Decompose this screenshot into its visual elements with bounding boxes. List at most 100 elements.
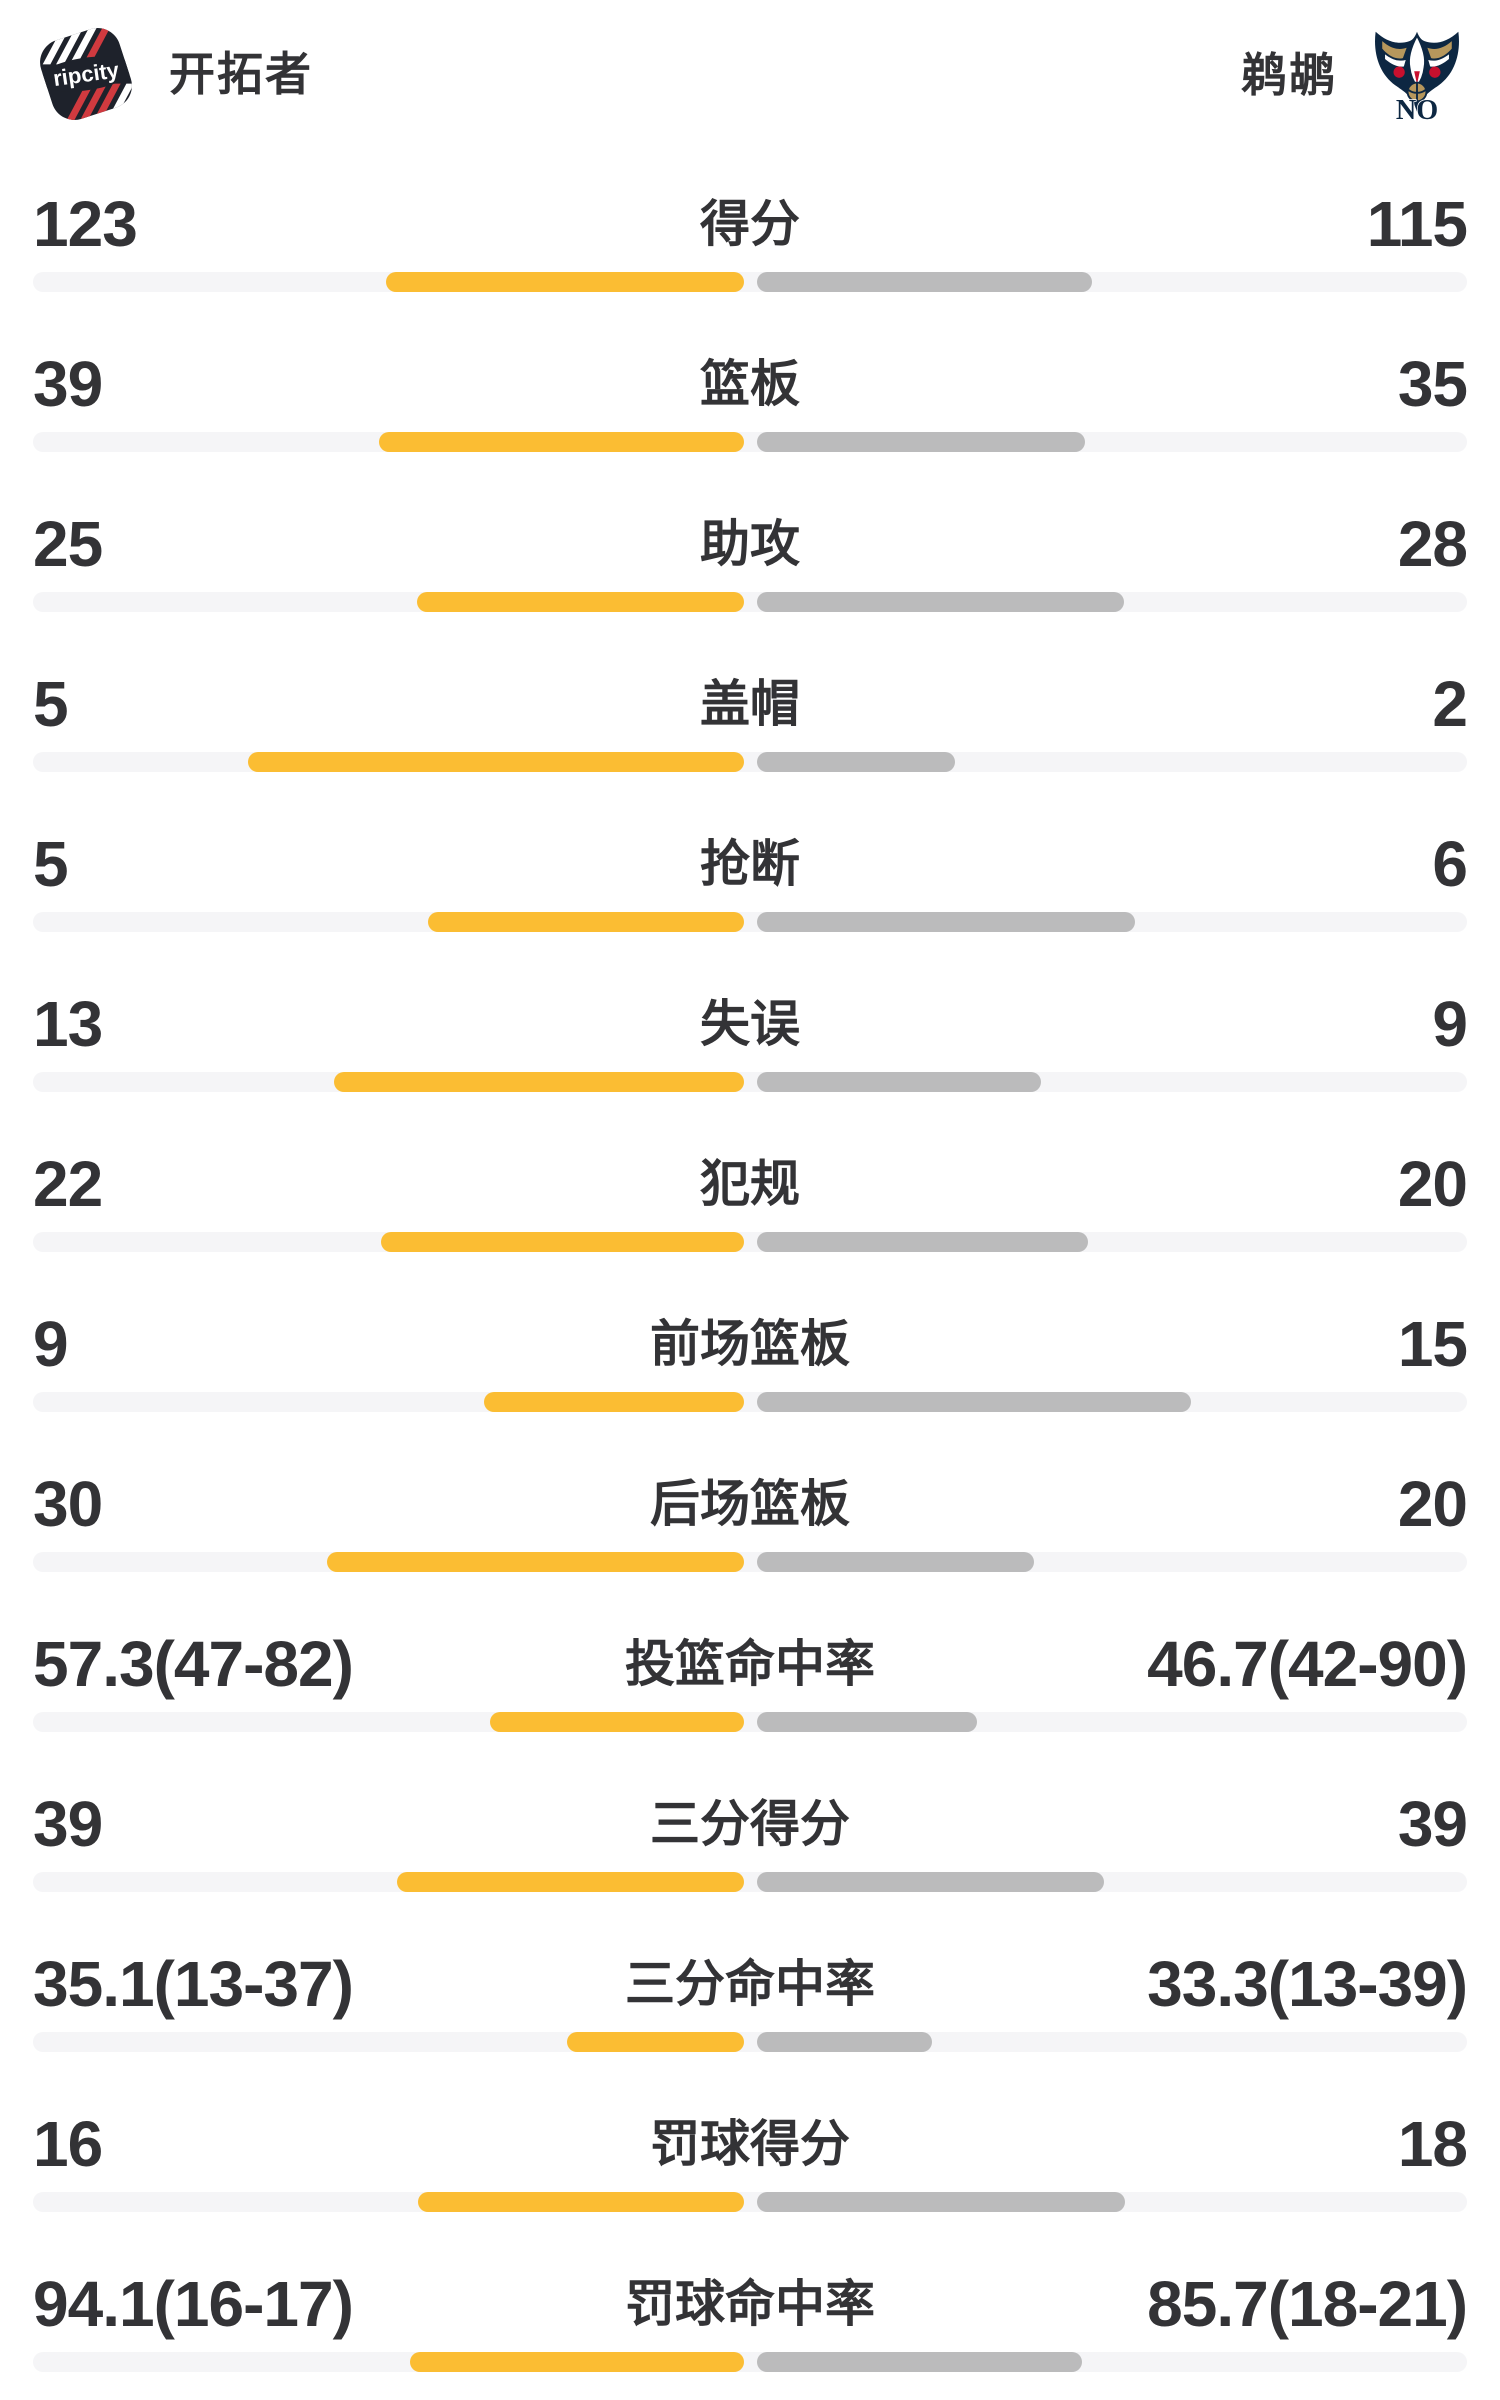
away-team: 鹈鹕 NO [1241, 28, 1467, 122]
away-value: 18 [1397, 2108, 1468, 2180]
home-value: 39 [33, 1788, 103, 1860]
away-bar [757, 2032, 932, 2052]
home-bar [428, 912, 744, 932]
home-team: ripcity 开拓者 [33, 28, 313, 120]
stat-label: 前场篮板 [650, 1316, 850, 1372]
stat-row: 9 前场篮板 15 [0, 1300, 1500, 1460]
stat-bar-track [33, 1712, 1467, 1732]
stat-bar-track [33, 752, 1467, 772]
stat-row: 5 盖帽 2 [0, 660, 1500, 820]
home-value: 5 [33, 828, 69, 900]
away-value: 6 [1432, 828, 1468, 900]
home-bar [484, 1392, 744, 1412]
stat-bar-track [33, 2352, 1467, 2372]
home-bar [417, 592, 744, 612]
stat-text: 35.1(13-37) 三分命中率 33.3(13-39) [33, 1948, 1468, 2020]
stat-text: 123 得分 115 [33, 188, 1468, 260]
stat-bar-track [33, 2032, 1467, 2052]
home-bar [410, 2352, 744, 2372]
stat-bar-track [33, 432, 1467, 452]
away-bar [757, 592, 1124, 612]
away-value: 15 [1397, 1308, 1468, 1380]
away-value: 20 [1397, 1468, 1468, 1540]
stat-label: 罚球命中率 [625, 2276, 875, 2332]
stat-label: 盖帽 [700, 676, 800, 732]
stat-text: 94.1(16-17) 罚球命中率 85.7(18-21) [33, 2268, 1468, 2340]
home-value: 35.1(13-37) [33, 1948, 354, 2020]
home-bar [397, 1872, 744, 1892]
stat-bar-track [33, 592, 1467, 612]
stat-row: 25 助攻 28 [0, 500, 1500, 660]
home-value: 30 [33, 1468, 103, 1540]
stat-label: 得分 [700, 196, 800, 252]
away-bar [757, 1072, 1041, 1092]
away-value: 85.7(18-21) [1147, 2268, 1468, 2340]
stat-label: 篮板 [700, 356, 800, 412]
stat-bar-track [33, 272, 1467, 292]
stat-label: 投篮命中率 [625, 1636, 875, 1692]
stat-row: 30 后场篮板 20 [0, 1460, 1500, 1620]
away-value: 115 [1366, 188, 1468, 260]
stat-text: 5 抢断 6 [33, 828, 1468, 900]
stat-text: 5 盖帽 2 [33, 668, 1468, 740]
away-value: 35 [1397, 348, 1468, 420]
home-bar [386, 272, 744, 292]
away-value: 9 [1432, 988, 1468, 1060]
stat-text: 13 失误 9 [33, 988, 1468, 1060]
stat-text: 39 三分得分 39 [33, 1788, 1468, 1860]
home-value: 39 [33, 348, 103, 420]
stat-text: 16 罚球得分 18 [33, 2108, 1468, 2180]
stat-label: 助攻 [700, 516, 800, 572]
away-bar [757, 752, 955, 772]
away-bar [757, 432, 1085, 452]
stat-label: 抢断 [700, 836, 800, 892]
home-bar [418, 2192, 744, 2212]
home-value: 16 [33, 2108, 103, 2180]
away-value: 20 [1397, 1148, 1468, 1220]
home-bar [490, 1712, 744, 1732]
stat-row: 22 犯规 20 [0, 1140, 1500, 1300]
home-bar [327, 1552, 744, 1572]
home-value: 94.1(16-17) [33, 2268, 354, 2340]
home-bar [381, 1232, 744, 1252]
stat-row: 5 抢断 6 [0, 820, 1500, 980]
stat-bar-track [33, 1552, 1467, 1572]
home-value: 22 [33, 1148, 103, 1220]
stat-text: 22 犯规 20 [33, 1148, 1468, 1220]
away-team-name: 鹈鹕 [1241, 49, 1337, 101]
stat-row: 123 得分 115 [0, 180, 1500, 340]
stat-bar-track [33, 2192, 1467, 2212]
stat-row: 39 篮板 35 [0, 340, 1500, 500]
home-value: 5 [33, 668, 69, 740]
stat-text: 30 后场篮板 20 [33, 1468, 1468, 1540]
away-bar [757, 1872, 1104, 1892]
stat-label: 犯规 [700, 1156, 800, 1212]
trail-blazers-ripcity-logo: ripcity [38, 28, 135, 120]
stat-bar-track [33, 1392, 1467, 1412]
away-bar [757, 1232, 1088, 1252]
home-value: 123 [33, 188, 138, 260]
stat-row: 94.1(16-17) 罚球命中率 85.7(18-21) [0, 2260, 1500, 2400]
pelicans-no-logo: NO [1375, 31, 1459, 122]
away-value: 33.3(13-39) [1147, 1948, 1468, 2020]
stats-list: 123 得分 115 39 篮板 35 25 助攻 28 [0, 180, 1500, 2400]
svg-text:NO: NO [1396, 95, 1438, 122]
home-bar [379, 432, 744, 452]
stat-row: 16 罚球得分 18 [0, 2100, 1500, 2260]
stat-bar-track [33, 912, 1467, 932]
stat-row: 13 失误 9 [0, 980, 1500, 1140]
stat-row: 39 三分得分 39 [0, 1780, 1500, 1940]
away-value: 46.7(42-90) [1147, 1628, 1468, 1700]
stat-row: 57.3(47-82) 投篮命中率 46.7(42-90) [0, 1620, 1500, 1780]
stat-bar-track [33, 1232, 1467, 1252]
stat-label: 三分命中率 [625, 1956, 875, 2012]
stat-text: 25 助攻 28 [33, 508, 1468, 580]
away-bar [757, 1712, 977, 1732]
away-bar [757, 272, 1092, 292]
home-value: 9 [33, 1308, 69, 1380]
stat-text: 39 篮板 35 [33, 348, 1468, 420]
home-bar [567, 2032, 744, 2052]
home-value: 25 [33, 508, 103, 580]
stat-label: 罚球得分 [650, 2116, 850, 2172]
